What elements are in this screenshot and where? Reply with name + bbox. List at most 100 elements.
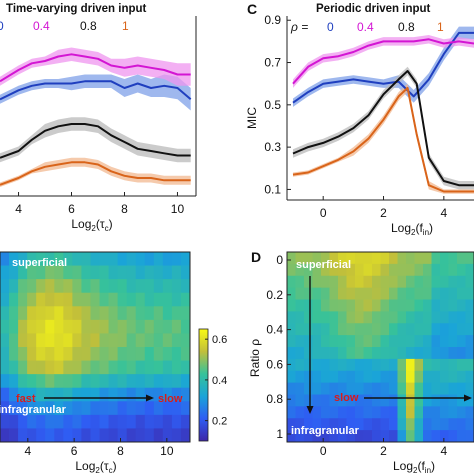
heatmap-cell <box>18 360 28 375</box>
y-tick-label: 0.2 <box>266 288 283 302</box>
heatmap-cell <box>380 406 390 419</box>
heatmap-cell <box>295 335 305 348</box>
x-tick-label: 2 <box>380 206 387 220</box>
heatmap-cell <box>171 252 182 266</box>
heatmap-cell <box>153 306 164 321</box>
heatmap-cell <box>372 347 381 360</box>
heatmap-cell <box>126 387 137 402</box>
heatmap-cell <box>180 360 191 375</box>
heatmap-cell <box>397 370 407 384</box>
colorbar-tick-label: 0.2 <box>212 416 227 428</box>
heatmap-cell <box>457 275 466 289</box>
heatmap-cell <box>389 323 398 336</box>
heatmap-cell <box>9 279 19 294</box>
heatmap-cell <box>465 335 474 348</box>
legend-label-rho-0-8: 0.8 <box>398 20 415 34</box>
heatmap-cell <box>329 406 339 419</box>
heatmap-cell <box>144 306 155 321</box>
heatmap-cell <box>72 252 82 266</box>
heatmap-cell <box>355 275 364 289</box>
heatmap-cell <box>162 279 173 294</box>
heatmap-cell <box>171 292 182 307</box>
heatmap-cell <box>81 279 91 294</box>
heatmap-cell <box>287 382 296 395</box>
heatmap-cell <box>457 299 466 312</box>
heatmap-cell <box>162 333 173 348</box>
heatmap-cell <box>108 387 119 402</box>
heatmap-cell <box>448 263 458 277</box>
heatmap-cell <box>72 306 82 321</box>
heatmap-cell <box>0 414 10 429</box>
heatmap-cell <box>81 347 91 361</box>
heatmap-cell <box>355 394 364 407</box>
heatmap-cell <box>54 414 64 429</box>
heatmap-cell <box>312 347 322 360</box>
heatmap-cell <box>18 292 28 307</box>
heatmap-cell <box>0 360 10 375</box>
heatmap-cell <box>117 306 128 321</box>
heatmap-cell <box>312 358 322 372</box>
heatmap-cell <box>162 319 173 334</box>
heatmap-cell <box>63 374 73 389</box>
heatmap-cell <box>380 394 390 407</box>
heatmap-cell <box>117 319 128 334</box>
heatmap-cell <box>63 428 73 443</box>
colorbar: 0.2 0.4 0.6 <box>198 328 227 442</box>
heatmap-cell <box>9 387 19 402</box>
heatmap-cell <box>355 430 364 443</box>
heatmap-cell <box>135 428 146 443</box>
heatmap-cell <box>329 335 339 348</box>
heatmap-cell <box>144 387 155 402</box>
heatmap-cell <box>108 414 119 429</box>
heatmap-cell <box>45 306 55 321</box>
heatmap-cell <box>72 347 82 361</box>
heatmap-cell <box>72 265 82 280</box>
heatmap-cell <box>406 347 415 360</box>
x-axis-label: Log2(τc) <box>71 217 112 233</box>
heatmap-cell <box>72 414 82 429</box>
heatmap-cell <box>312 382 322 395</box>
x-tick-label: 4 <box>440 206 447 220</box>
heatmap-cell <box>431 263 441 277</box>
x-tick-label: 6 <box>68 202 75 216</box>
heatmap-cell <box>171 347 182 361</box>
heatmap-cell <box>0 306 10 321</box>
heatmap-cell <box>338 252 347 265</box>
heatmap-cell <box>63 292 73 307</box>
heatmap-cell <box>338 394 347 407</box>
x-tick-label: 6 <box>71 444 78 458</box>
heatmap-cell <box>431 382 441 395</box>
error-band-2 <box>0 117 191 163</box>
heatmap-cell <box>295 358 305 372</box>
heatmap-cell <box>54 347 64 361</box>
heatmap-cell <box>171 319 182 334</box>
heatmap-cell <box>346 299 356 312</box>
y-tick-label: 0.9 <box>264 13 281 27</box>
heatmap-cell <box>389 406 398 419</box>
annotation-slow: slow <box>334 392 359 404</box>
heatmap-cell <box>338 263 347 277</box>
heatmap-cell <box>346 370 356 384</box>
heatmap-cell <box>312 287 322 300</box>
heatmap-cell <box>153 360 164 375</box>
heatmap-cell <box>406 370 415 384</box>
heatmap-cell <box>457 335 466 348</box>
heatmap-cell <box>90 292 100 307</box>
heatmap-cell <box>423 311 432 324</box>
heatmap-cell <box>414 347 424 360</box>
heatmap-cell <box>372 263 381 277</box>
heatmap-cell <box>126 374 137 389</box>
heatmap-cell <box>321 252 330 265</box>
heatmap-cell <box>406 430 415 443</box>
heatmap-cell <box>321 323 330 336</box>
heatmap-cell <box>448 358 458 372</box>
heatmap-cell <box>304 275 313 289</box>
heatmap-cell <box>440 347 449 360</box>
heatmap-cell <box>321 382 330 395</box>
heatmap-cell <box>144 374 155 389</box>
heatmap-cell <box>448 311 458 324</box>
heatmap-cell <box>414 263 424 277</box>
heatmap-cell <box>27 374 37 389</box>
heatmap-cell <box>99 306 109 321</box>
heatmap-cell <box>287 287 296 300</box>
